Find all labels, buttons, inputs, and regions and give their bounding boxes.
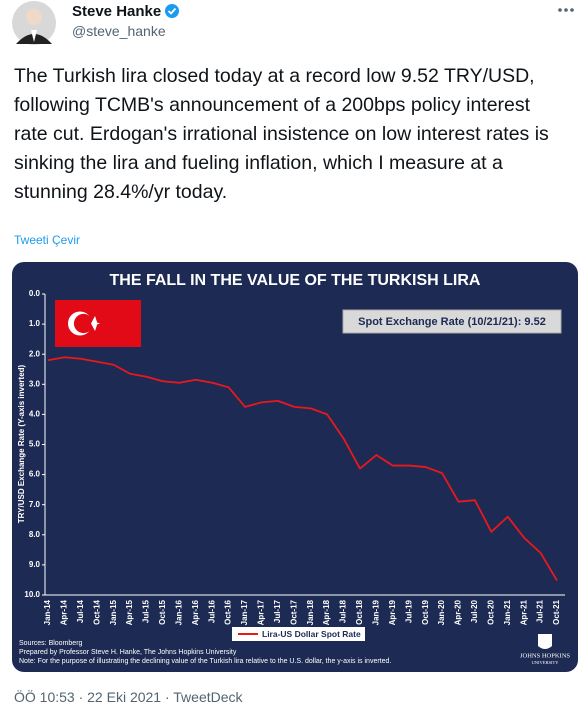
x-tick-label: Jan-21 bbox=[503, 599, 512, 625]
source-note: Sources: Bloomberg bbox=[19, 640, 83, 647]
x-tick-label: Oct-19 bbox=[421, 599, 430, 624]
x-tick-label: Jul-15 bbox=[142, 599, 151, 623]
x-tick-label: Jul-14 bbox=[76, 599, 85, 623]
y-tick-label: 0.0 bbox=[29, 289, 41, 298]
y-tick-label: 7.0 bbox=[29, 500, 41, 509]
x-tick-label: Jul-19 bbox=[404, 599, 413, 623]
x-tick-label: Oct-18 bbox=[355, 599, 364, 624]
y-tick-label: 4.0 bbox=[29, 410, 41, 419]
y-tick-label: 8.0 bbox=[29, 530, 41, 539]
turkish-flag bbox=[55, 300, 141, 347]
x-tick-label: Apr-15 bbox=[125, 599, 134, 625]
x-tick-label: Jul-18 bbox=[339, 599, 348, 623]
y-tick-label: 9.0 bbox=[29, 560, 41, 569]
y-tick-label: 6.0 bbox=[29, 470, 41, 479]
x-tick-label: Jan-16 bbox=[174, 599, 183, 625]
x-tick-label: Jan-18 bbox=[306, 599, 315, 625]
source-note: Note: For the purpose of illustrating th… bbox=[19, 658, 391, 665]
x-tick-label: Apr-17 bbox=[257, 599, 266, 625]
jhu-shield bbox=[538, 634, 552, 649]
verified-badge bbox=[165, 4, 179, 18]
x-tick-label: Jul-16 bbox=[207, 599, 216, 623]
x-tick-label: Apr-21 bbox=[519, 599, 528, 625]
x-tick-label: Apr-18 bbox=[322, 599, 331, 625]
y-tick-label: 3.0 bbox=[29, 379, 41, 388]
annotation: Spot Exchange Rate (10/21/21): 9.52 bbox=[358, 316, 546, 328]
x-tick-label: Jan-19 bbox=[371, 599, 380, 625]
more-button[interactable] bbox=[558, 8, 574, 12]
x-tick-label: Jan-20 bbox=[437, 599, 446, 625]
y-axis-label: TRY/USD Exchange Rate (Y-axis inverted) bbox=[17, 364, 26, 523]
x-tick-label: Oct-15 bbox=[158, 599, 167, 624]
translate-link[interactable]: Tweeti Çevir bbox=[14, 233, 81, 247]
tweet-meta: ÖÖ 10:53 · 22 Eki 2021 · TweetDeck bbox=[14, 689, 243, 705]
avatar bbox=[12, 1, 56, 45]
user-name[interactable]: Steve Hanke bbox=[72, 3, 162, 20]
x-tick-label: Oct-20 bbox=[486, 599, 495, 624]
x-tick-label: Jul-17 bbox=[273, 599, 282, 623]
x-tick-label: Oct-17 bbox=[289, 599, 298, 624]
chart-title: THE FALL IN THE VALUE OF THE TURKISH LIR… bbox=[110, 272, 481, 289]
chart-image[interactable] bbox=[12, 262, 578, 672]
x-tick-label: Jan-15 bbox=[109, 599, 118, 625]
user-handle[interactable]: @steve_hanke bbox=[72, 23, 166, 39]
x-tick-label: Apr-20 bbox=[454, 599, 463, 625]
x-tick-label: Jan-17 bbox=[240, 599, 249, 625]
tweet-text: The Turkish lira closed today at a recor… bbox=[14, 65, 549, 203]
x-tick-label: Oct-16 bbox=[224, 599, 233, 624]
x-tick-label: Oct-14 bbox=[92, 599, 101, 624]
y-tick-label: 2.0 bbox=[29, 349, 41, 358]
annotation-box bbox=[342, 309, 562, 334]
y-tick-label: 1.0 bbox=[29, 319, 41, 328]
legend-box bbox=[232, 627, 365, 641]
legend-label: Lira-US Dollar Spot Rate bbox=[262, 629, 361, 639]
x-tick-label: Apr-14 bbox=[60, 599, 69, 625]
y-tick-label: 5.0 bbox=[29, 440, 41, 449]
data-line bbox=[47, 356, 558, 582]
y-tick-label: 10.0 bbox=[24, 590, 40, 599]
x-tick-label: Apr-16 bbox=[191, 599, 200, 625]
logo-text: UNIVERSITY bbox=[532, 660, 560, 665]
source-note: Prepared by Professor Steve H. Hanke, Th… bbox=[19, 649, 237, 656]
x-tick-label: Jan-14 bbox=[43, 599, 52, 625]
x-tick-label: Oct-21 bbox=[552, 599, 561, 624]
x-tick-label: Jul-20 bbox=[470, 599, 479, 623]
x-tick-label: Apr-19 bbox=[388, 599, 397, 625]
x-tick-label: Jul-21 bbox=[536, 599, 545, 623]
logo-text: JOHNS HOPKINS bbox=[520, 652, 570, 659]
